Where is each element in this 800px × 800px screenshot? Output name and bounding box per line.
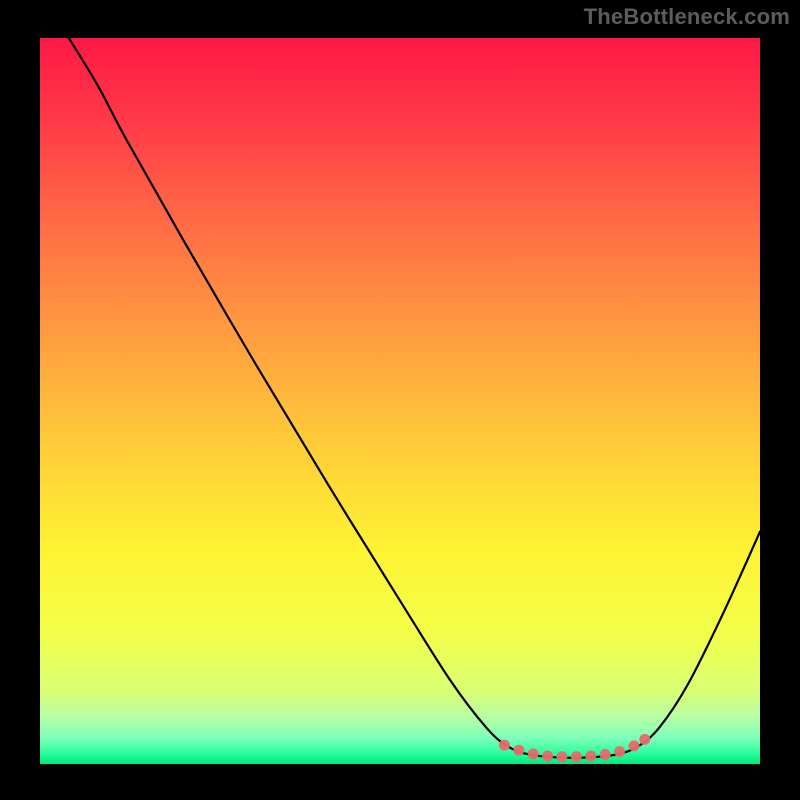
- watermark-text: TheBottleneck.com: [584, 4, 790, 30]
- gradient-background: [40, 38, 760, 764]
- optimal-marker: [600, 749, 611, 760]
- plot-area: [40, 38, 760, 764]
- optimal-marker: [571, 751, 582, 762]
- chart-svg: [40, 38, 760, 764]
- optimal-marker: [513, 745, 524, 756]
- optimal-marker: [528, 748, 539, 759]
- optimal-marker: [557, 751, 568, 762]
- optimal-marker: [639, 734, 650, 745]
- figure-root: TheBottleneck.com: [0, 0, 800, 800]
- optimal-marker: [542, 751, 553, 762]
- optimal-marker: [629, 740, 640, 751]
- optimal-marker: [585, 751, 596, 762]
- optimal-marker: [499, 740, 510, 751]
- optimal-marker: [614, 746, 625, 757]
